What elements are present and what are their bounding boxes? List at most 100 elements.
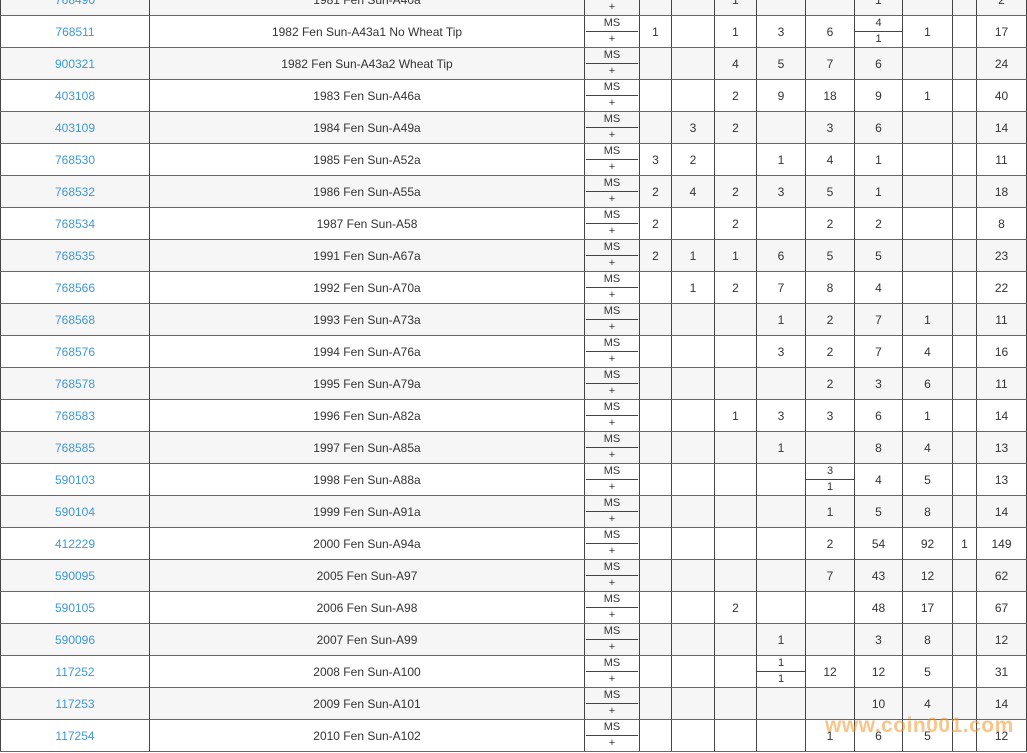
coin-name: 2005 Fen Sun-A97 xyxy=(316,568,418,583)
total-cell: 14 xyxy=(977,496,1027,527)
count-value: 1 xyxy=(689,248,697,263)
coin-id-link[interactable]: 768585 xyxy=(54,440,96,455)
count-value: 7 xyxy=(875,312,882,327)
coin-id-link[interactable]: 403109 xyxy=(54,120,96,135)
grade-cell: MS+ xyxy=(585,368,640,399)
count-cell xyxy=(903,208,953,239)
count-cell: 7 xyxy=(806,560,855,591)
count-cell xyxy=(672,400,715,431)
count-cell xyxy=(953,144,977,175)
coin-id-link[interactable]: 768530 xyxy=(54,152,96,167)
grade-cell: MS+ xyxy=(585,624,640,655)
count-value: 2 xyxy=(652,248,659,263)
count-value: 6 xyxy=(875,728,882,743)
count-cell: 2 xyxy=(715,80,757,111)
coin-id-link[interactable]: 412229 xyxy=(54,536,96,551)
count-value: 2 xyxy=(826,216,834,231)
count-value: 4 xyxy=(924,696,931,711)
count-cell: 1 xyxy=(640,16,672,47)
count-value: 1 xyxy=(826,728,834,743)
coin-id-link[interactable]: 590096 xyxy=(54,632,96,647)
count-cell: 1 xyxy=(715,240,757,271)
count-cell: 4 xyxy=(806,144,855,175)
coin-name: 1983 Fen Sun-A46a xyxy=(313,88,421,103)
count-cell xyxy=(953,112,977,143)
coin-id-link[interactable]: 768535 xyxy=(54,248,96,263)
total-value: 40 xyxy=(994,88,1009,103)
count-value: 1 xyxy=(875,184,882,199)
grade-ms: MS xyxy=(586,464,638,480)
count-cell xyxy=(715,688,757,719)
count-cell xyxy=(640,688,672,719)
count-value: 3 xyxy=(777,184,785,199)
coin-id-link[interactable]: 768534 xyxy=(54,216,96,231)
count-cell xyxy=(640,336,672,367)
coin-id-link[interactable]: 768578 xyxy=(54,376,96,391)
grade-cell: MS+ xyxy=(585,432,640,463)
count-value: 1 xyxy=(732,248,739,263)
table-row: 117254 2010 Fen Sun-A102 MS +1 6 5 12 xyxy=(0,720,1027,752)
total-cell: 31 xyxy=(977,656,1027,687)
count-value: 5 xyxy=(924,664,931,679)
count-value: 1 xyxy=(826,504,834,519)
total-cell: 22 xyxy=(977,272,1027,303)
count-cell: 1 xyxy=(757,624,806,655)
table-row: 590104 1999 Fen Sun-A91a MS +1 5 8 14 xyxy=(0,496,1027,528)
total-value: 149 xyxy=(991,536,1012,551)
count-cell: 2 xyxy=(715,112,757,143)
coin-id-link[interactable]: 590104 xyxy=(54,504,96,519)
table-row: 403109 1984 Fen Sun-A49a MS +3 2 3 6 14 xyxy=(0,112,1027,144)
total-value: 16 xyxy=(994,344,1009,359)
table-row: 117252 2008 Fen Sun-A100 MS +1 1 12 12 5 31 xyxy=(0,656,1027,688)
count-cell xyxy=(953,304,977,335)
coin-id-link[interactable]: 768511 xyxy=(55,24,95,39)
coin-id-link[interactable]: 768566 xyxy=(54,280,96,295)
count-cell: 8 xyxy=(855,432,903,463)
coin-id-link[interactable]: 117252 xyxy=(55,664,95,679)
total-value: 17 xyxy=(994,24,1009,39)
coin-id-link[interactable]: 590105 xyxy=(54,600,96,615)
count-cell xyxy=(806,592,855,623)
count-value: 8 xyxy=(826,280,834,295)
count-cell xyxy=(640,720,672,751)
coin-name: 1993 Fen Sun-A73a xyxy=(313,312,421,327)
grade-plus: + xyxy=(608,289,616,301)
coin-id-link[interactable]: 768583 xyxy=(54,408,96,423)
coin-id-link[interactable]: 590095 xyxy=(54,568,96,583)
total-value: 11 xyxy=(995,376,1008,391)
grade-plus: + xyxy=(608,481,616,493)
count-value: 5 xyxy=(826,248,834,263)
count-value: 5 xyxy=(826,184,834,199)
count-cell: 6 xyxy=(855,720,903,751)
count-value: 3 xyxy=(826,408,834,423)
count-cell: 5 xyxy=(903,720,953,751)
count-cell: 2 xyxy=(672,144,715,175)
count-cell xyxy=(672,336,715,367)
total-cell: 13 xyxy=(977,464,1027,495)
count-cell: 5 xyxy=(903,656,953,687)
count-value: 18 xyxy=(823,88,837,103)
table-row: 590095 2005 Fen Sun-A97 MS +7 43 12 62 xyxy=(0,560,1027,592)
id-cell: 117252 xyxy=(0,656,150,687)
count-value: 7 xyxy=(826,56,834,71)
grade-cell: MS+ xyxy=(585,176,640,207)
coin-id-link[interactable]: 403108 xyxy=(54,88,96,103)
total-cell: 2 xyxy=(977,0,1027,15)
coin-id-link[interactable]: 590103 xyxy=(54,472,96,487)
coin-id-link[interactable]: 768532 xyxy=(54,184,96,199)
coin-id-link[interactable]: 768490 xyxy=(55,0,95,7)
coin-id-link[interactable]: 117253 xyxy=(55,696,95,711)
count-cell: 2 xyxy=(715,208,757,239)
count-cell xyxy=(953,656,977,687)
count-cell xyxy=(640,0,672,15)
coin-id-link[interactable]: 768576 xyxy=(54,344,96,359)
count-cell: 2 xyxy=(806,368,855,399)
grade-plus: + xyxy=(608,65,616,77)
count-value: 1 xyxy=(875,0,882,7)
coin-id-link[interactable]: 117254 xyxy=(55,728,95,743)
grade-plus: + xyxy=(608,33,616,45)
count-cell: 2 xyxy=(715,176,757,207)
coin-id-link[interactable]: 768568 xyxy=(54,312,96,327)
coin-id-link[interactable]: 900321 xyxy=(54,56,96,71)
count-cell: 8 xyxy=(903,624,953,655)
